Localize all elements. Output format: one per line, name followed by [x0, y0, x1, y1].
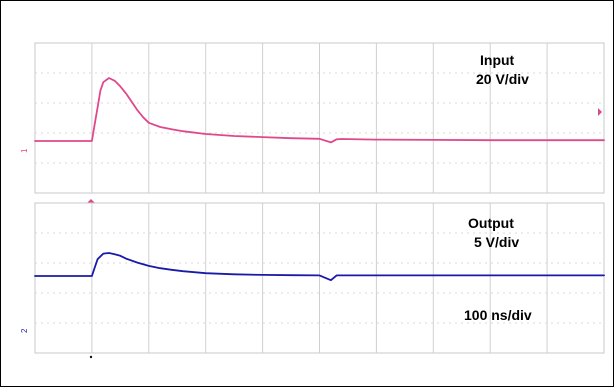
input-scale: 20 V/div	[476, 71, 529, 87]
output-panel: 2	[20, 202, 605, 359]
output-trace	[34, 252, 605, 282]
input-trace	[34, 77, 605, 144]
input-channel-marker: 1	[20, 148, 29, 153]
input-trigger-marker	[87, 199, 95, 203]
input-panel: 1	[20, 42, 605, 203]
output-scale: 5 V/div	[474, 234, 520, 250]
input-level-marker	[598, 108, 602, 116]
output-title: Output	[468, 215, 514, 231]
timebase-label: 100 ns/div	[464, 307, 532, 323]
input-title: Input	[480, 52, 515, 68]
bottom-axis-marker	[89, 355, 93, 359]
output-channel-marker: 2	[20, 328, 29, 333]
